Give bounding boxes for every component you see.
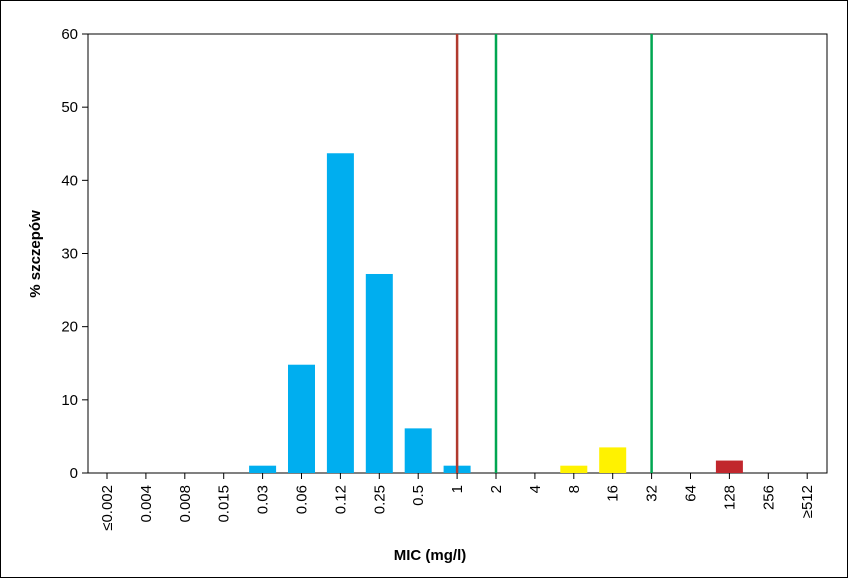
y-tick-label: 40: [61, 172, 78, 189]
x-tick-label: 0.25: [371, 485, 388, 514]
x-tick-label: 0.004: [138, 485, 155, 523]
bar: [326, 153, 354, 474]
bar: [288, 364, 315, 473]
y-tick-label: 0: [70, 465, 78, 482]
x-tick-label: 4: [527, 485, 544, 493]
x-tick-label: 0.06: [294, 485, 311, 514]
x-tick-label: 0.12: [332, 485, 349, 514]
x-tick-label: 0.015: [216, 485, 233, 523]
x-tick-label: ≤0.002: [99, 485, 116, 531]
x-tick-label: 64: [683, 485, 700, 502]
y-tick-label: 10: [61, 392, 78, 409]
x-tick-label: 32: [644, 485, 661, 502]
bar: [365, 273, 393, 473]
x-tick-label: 2: [488, 485, 505, 493]
bar: [560, 465, 588, 473]
x-tick-label: 0.03: [255, 485, 272, 514]
bar: [249, 465, 277, 473]
x-tick-label: 0.008: [177, 485, 194, 523]
bars: [249, 153, 743, 474]
bar: [715, 460, 743, 473]
x-tick-label: 256: [760, 485, 777, 510]
y-axis-title: % szczepów: [27, 210, 44, 298]
y-axis: 0 10 20 30 40 50 60: [61, 26, 88, 482]
x-tick-label: ≥512: [799, 485, 816, 518]
y-tick-label: 60: [61, 26, 78, 43]
x-axis: ≤0.002 0.004 0.008 0.015 0.03 0.06 0.12 0.25 0.5…: [99, 473, 816, 531]
x-tick-label: 16: [605, 485, 622, 502]
x-tick-label: 0.5: [410, 485, 427, 506]
bar: [599, 447, 627, 473]
x-axis-title: MIC (mg/l): [394, 547, 467, 564]
bar: [404, 428, 432, 473]
reference-lines: [455, 34, 653, 473]
y-tick-label: 50: [61, 99, 78, 116]
y-tick-label: 20: [61, 319, 78, 336]
x-tick-label: 1: [449, 485, 466, 493]
x-tick-label: 128: [721, 485, 738, 510]
y-tick-label: 30: [61, 246, 78, 263]
x-tick-label: 8: [566, 485, 583, 493]
